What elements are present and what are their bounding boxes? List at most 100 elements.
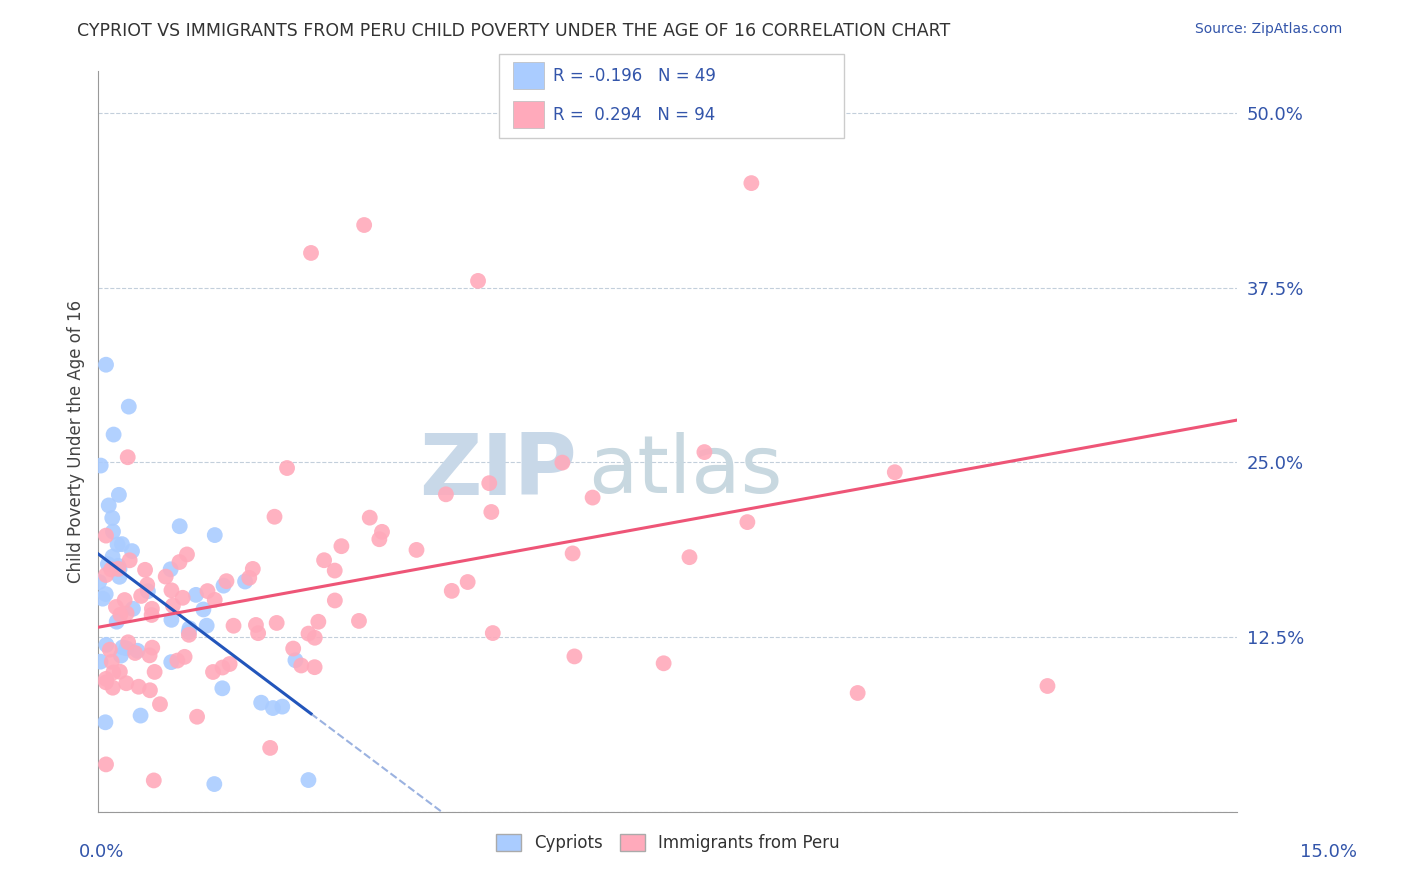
Text: R = -0.196   N = 49: R = -0.196 N = 49 [553,67,716,85]
Point [107,558,129,573]
Text: Source: ZipAtlas.com: Source: ZipAtlas.com [1195,22,1343,37]
Point [740,176,762,190]
Point [211,660,233,674]
Point [101,511,124,525]
Point [323,593,346,607]
Point [159,562,181,576]
Point [108,562,131,576]
Point [212,579,235,593]
Point [160,583,183,598]
Point [359,510,381,524]
Point [101,524,124,539]
Point [481,626,503,640]
Legend: Cypriots, Immigrants from Peru: Cypriots, Immigrants from Peru [489,828,846,859]
Point [215,574,238,589]
Point [138,648,160,663]
Point [353,218,375,232]
Point [259,740,281,755]
Point [110,607,132,622]
Point [177,628,200,642]
Point [114,593,136,607]
Point [169,519,191,533]
Point [222,619,245,633]
Point [172,591,194,605]
Point [284,653,307,667]
Point [304,660,326,674]
Point [204,528,226,542]
Point [160,655,183,669]
Point [233,574,256,589]
Point [111,640,134,655]
Point [141,640,163,655]
Point [202,665,225,679]
Text: CYPRIOT VS IMMIGRANTS FROM PERU CHILD POVERTY UNDER THE AGE OF 16 CORRELATION CH: CYPRIOT VS IMMIGRANTS FROM PERU CHILD PO… [77,22,950,40]
Point [330,539,353,553]
Point [162,599,184,613]
Point [297,772,319,787]
Point [139,683,162,698]
Point [107,537,129,551]
Point [347,614,370,628]
Point [136,578,159,592]
Point [108,665,131,679]
Bar [513,101,544,128]
Point [184,588,207,602]
Point [202,777,225,791]
Point [136,584,159,599]
Point [117,450,139,465]
Text: ZIP: ZIP [419,430,576,513]
Point [115,607,138,621]
Point [197,584,219,599]
Point [100,655,122,669]
Point [124,646,146,660]
Point [110,648,132,663]
Point [105,615,128,629]
Point [247,626,270,640]
Point [94,715,117,730]
Point [129,589,152,603]
Point [141,601,163,615]
Point [97,557,120,571]
Point [128,680,150,694]
Point [160,613,183,627]
Point [89,655,111,669]
Point [283,641,305,656]
Point [551,456,574,470]
Point [457,574,479,589]
Point [564,649,586,664]
Point [266,615,288,630]
Point [169,555,191,569]
Point [94,528,117,542]
Point [89,575,111,590]
Point [103,665,125,680]
Point [94,568,117,582]
Point [91,591,114,606]
Point [104,600,127,615]
Point [100,562,122,576]
Point [103,427,125,442]
Point [94,587,117,601]
Point [250,696,273,710]
Point [121,544,143,558]
Point [155,569,177,583]
Point [693,445,716,459]
Point [107,562,129,576]
Point [271,699,294,714]
Point [263,509,285,524]
Point [561,546,583,560]
Point [479,505,502,519]
Point [111,537,134,551]
Point [297,626,319,640]
Point [218,657,240,671]
Point [678,550,700,565]
Point [176,548,198,562]
Point [142,773,165,788]
Text: 0.0%: 0.0% [79,843,124,861]
Text: 15.0%: 15.0% [1301,843,1357,861]
Point [581,491,603,505]
Point [737,515,759,529]
Point [440,583,463,598]
Point [117,635,139,649]
Point [307,615,329,629]
Point [323,564,346,578]
